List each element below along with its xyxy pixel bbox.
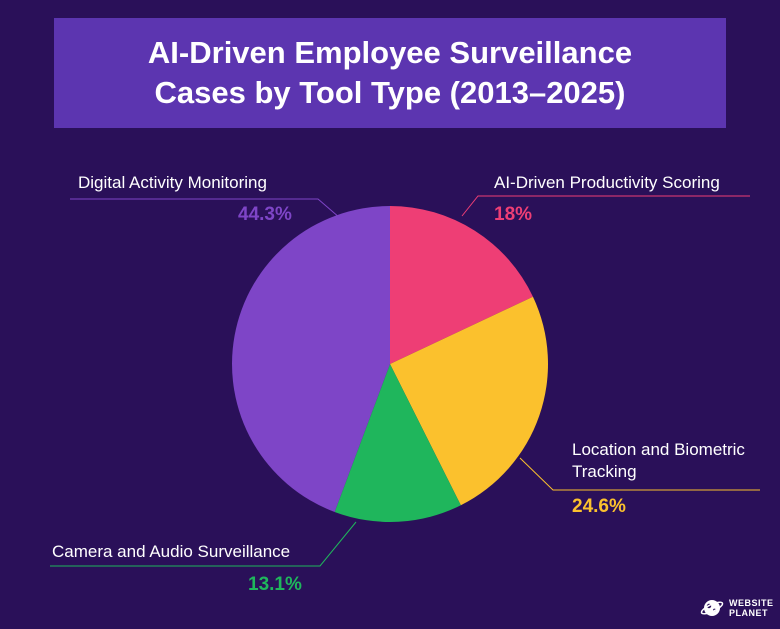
value-label-camera-audio: 13.1% <box>248 574 302 595</box>
category-label-location-biometric: Location and Biometric Tracking <box>572 439 745 483</box>
value-label-digital-activity: 44.3% <box>238 204 292 225</box>
website-planet-logo: WEBSITE PLANET <box>700 596 774 620</box>
logo-line-1: WEBSITE <box>729 598 774 608</box>
logo-line-2: PLANET <box>729 608 768 618</box>
category-label-line: Digital Activity Monitoring <box>78 173 267 192</box>
pie-slice-location-biometric <box>390 296 548 506</box>
leader-line-productivity-scoring <box>461 195 750 217</box>
chart-title-line-1: AI-Driven Employee Surveillance <box>147 35 633 70</box>
category-label-line: Tracking <box>572 462 637 481</box>
value-label-location-biometric: 24.6% <box>572 496 626 517</box>
planet-icon <box>700 600 724 616</box>
category-label-line: Camera and Audio Surveillance <box>52 542 291 561</box>
pie-slice-productivity-scoring <box>390 206 533 364</box>
leader-line-digital-activity <box>70 198 341 219</box>
category-label-digital-activity: Digital Activity Monitoring <box>78 172 267 194</box>
pie-slice-camera-audio <box>334 364 461 522</box>
category-label-camera-audio: Camera and Audio Surveillance <box>52 541 290 563</box>
pie-slice-digital-activity <box>232 206 390 512</box>
category-label-line: AI-Driven Productivity Scoring <box>494 173 720 192</box>
chart-title-line-2: Cases by Tool Type (2013–2025) <box>154 75 626 110</box>
category-label-line: Location and Biometric <box>572 440 745 459</box>
logo-text: WEBSITE PLANET <box>729 598 774 618</box>
leader-line-camera-audio <box>50 521 357 567</box>
leader-line-location-biometric <box>519 457 760 491</box>
chart-title-box: AI-Driven Employee Surveillance Cases by… <box>54 18 726 128</box>
category-label-productivity-scoring: AI-Driven Productivity Scoring <box>494 172 720 194</box>
value-label-productivity-scoring: 18% <box>494 204 533 225</box>
